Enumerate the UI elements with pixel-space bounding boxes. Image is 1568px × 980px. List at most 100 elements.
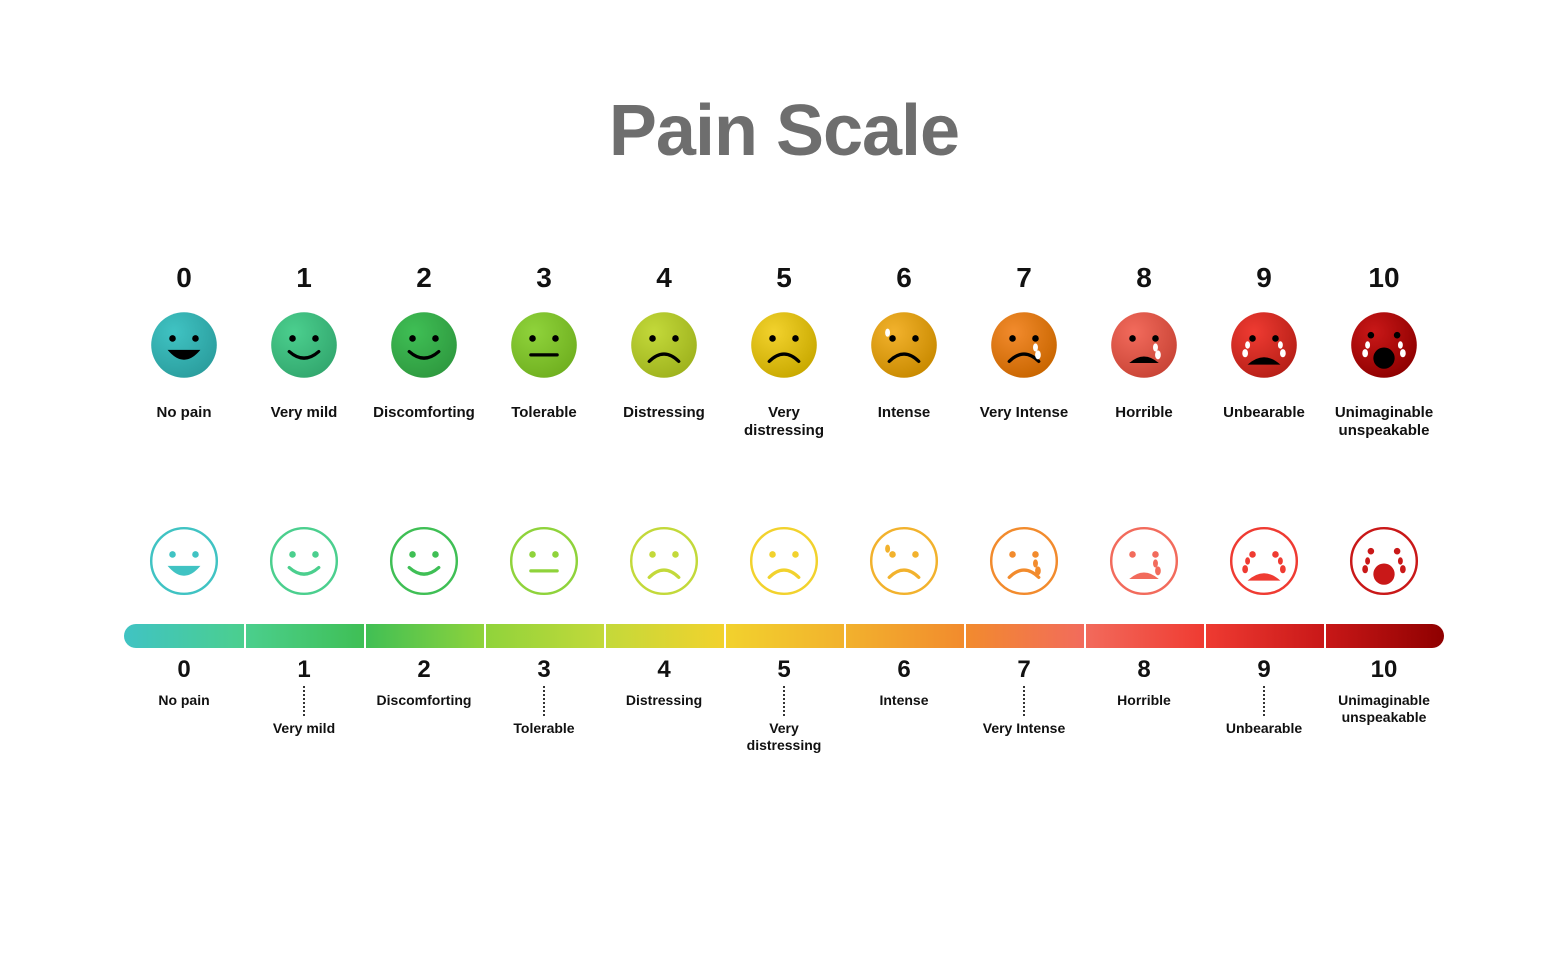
bottom-scale-item: 8 Horrible xyxy=(1084,656,1204,754)
face-filled-icon xyxy=(1343,304,1425,386)
face-outline-icon xyxy=(743,520,825,602)
face-outline-icon xyxy=(983,520,1065,602)
tick-line xyxy=(543,686,545,716)
bottom-number: 6 xyxy=(897,656,910,684)
bottom-number: 9 xyxy=(1257,656,1270,684)
scale-item: 10 Unimaginable unspeakable xyxy=(1324,262,1444,440)
bottom-scale-item: 1 Very mild xyxy=(244,656,364,754)
bottom-number: 7 xyxy=(1017,656,1030,684)
face-outline-icon xyxy=(503,520,585,602)
outline-item xyxy=(124,520,244,602)
level-label: Tolerable xyxy=(511,404,577,440)
face-filled-icon xyxy=(263,304,345,386)
outline-item xyxy=(604,520,724,602)
level-label: Unbearable xyxy=(1223,404,1305,440)
face-outline-icon xyxy=(863,520,945,602)
bottom-label: Discomforting xyxy=(377,692,472,709)
bottom-number: 3 xyxy=(537,656,550,684)
level-number: 7 xyxy=(1016,262,1032,294)
level-number: 6 xyxy=(896,262,912,294)
bottom-label: Very Intense xyxy=(983,720,1066,737)
face-outline-icon xyxy=(1223,520,1305,602)
scale-item: 6 Intense xyxy=(844,262,964,440)
bar-segment xyxy=(1204,624,1324,648)
scale-item: 5 Very distressing xyxy=(724,262,844,440)
level-number: 3 xyxy=(536,262,552,294)
bottom-number: 0 xyxy=(177,656,190,684)
scale-item: 3 Tolerable xyxy=(484,262,604,440)
bottom-scale-item: 5 Very distressing xyxy=(724,656,844,754)
bar-segment xyxy=(364,624,484,648)
bottom-label: Tolerable xyxy=(513,720,574,737)
face-outline-icon xyxy=(1103,520,1185,602)
bottom-scale-item: 4 Distressing xyxy=(604,656,724,754)
outline-item xyxy=(964,520,1084,602)
bar-segment xyxy=(124,624,244,648)
filled-face-row: 0 No pain 1 Very mild 2 Discomforting 3 … xyxy=(0,262,1568,440)
bottom-label: Horrible xyxy=(1117,692,1171,709)
level-number: 4 xyxy=(656,262,672,294)
bottom-label: Very mild xyxy=(273,720,335,737)
face-filled-icon xyxy=(623,304,705,386)
face-filled-icon xyxy=(863,304,945,386)
level-label: Very distressing xyxy=(744,404,824,440)
level-number: 5 xyxy=(776,262,792,294)
bar-segment xyxy=(724,624,844,648)
tick-line xyxy=(1023,686,1025,716)
face-filled-icon xyxy=(383,304,465,386)
level-number: 8 xyxy=(1136,262,1152,294)
bar-segment xyxy=(844,624,964,648)
face-filled-icon xyxy=(1223,304,1305,386)
level-label: Very Intense xyxy=(980,404,1068,440)
scale-item: 8 Horrible xyxy=(1084,262,1204,440)
level-label: Unimaginable unspeakable xyxy=(1335,404,1433,440)
level-label: Intense xyxy=(878,404,931,440)
level-number: 0 xyxy=(176,262,192,294)
bottom-scale-item: 3 Tolerable xyxy=(484,656,604,754)
outline-item xyxy=(844,520,964,602)
tick-line xyxy=(1263,686,1265,716)
scale-item: 7 Very Intense xyxy=(964,262,1084,440)
outline-item xyxy=(1084,520,1204,602)
level-label: Distressing xyxy=(623,404,705,440)
bottom-label: Unimaginable unspeakable xyxy=(1338,692,1430,726)
tick-line xyxy=(303,686,305,716)
face-filled-icon xyxy=(143,304,225,386)
level-label: Very mild xyxy=(271,404,338,440)
page-title: Pain Scale xyxy=(609,90,959,172)
scale-item: 0 No pain xyxy=(124,262,244,440)
bottom-scale-item: 7 Very Intense xyxy=(964,656,1084,754)
bottom-number: 10 xyxy=(1371,656,1398,684)
outline-item xyxy=(364,520,484,602)
level-label: Discomforting xyxy=(373,404,475,440)
scale-item: 1 Very mild xyxy=(244,262,364,440)
bottom-label: No pain xyxy=(158,692,209,709)
bottom-scale-item: 0 No pain xyxy=(124,656,244,754)
bar-segment xyxy=(244,624,364,648)
bottom-number: 4 xyxy=(657,656,670,684)
face-outline-icon xyxy=(1343,520,1425,602)
gradient-bar xyxy=(124,624,1444,648)
bottom-scale-item: 2 Discomforting xyxy=(364,656,484,754)
bar-segment xyxy=(964,624,1084,648)
bottom-scale-item: 9 Unbearable xyxy=(1204,656,1324,754)
outline-item xyxy=(244,520,364,602)
level-number: 1 xyxy=(296,262,312,294)
bottom-number: 1 xyxy=(297,656,310,684)
bar-segment xyxy=(484,624,604,648)
face-filled-icon xyxy=(983,304,1065,386)
bar-segment xyxy=(604,624,724,648)
face-filled-icon xyxy=(1103,304,1185,386)
face-outline-icon xyxy=(143,520,225,602)
outline-item xyxy=(1204,520,1324,602)
bottom-label: Intense xyxy=(879,692,928,709)
scale-item: 2 Discomforting xyxy=(364,262,484,440)
scale-item: 4 Distressing xyxy=(604,262,724,440)
face-outline-icon xyxy=(263,520,345,602)
bar-segment xyxy=(1324,624,1444,648)
level-number: 9 xyxy=(1256,262,1272,294)
bottom-number: 8 xyxy=(1137,656,1150,684)
bottom-label: Distressing xyxy=(626,692,702,709)
level-label: No pain xyxy=(157,404,212,440)
bottom-number: 5 xyxy=(777,656,790,684)
